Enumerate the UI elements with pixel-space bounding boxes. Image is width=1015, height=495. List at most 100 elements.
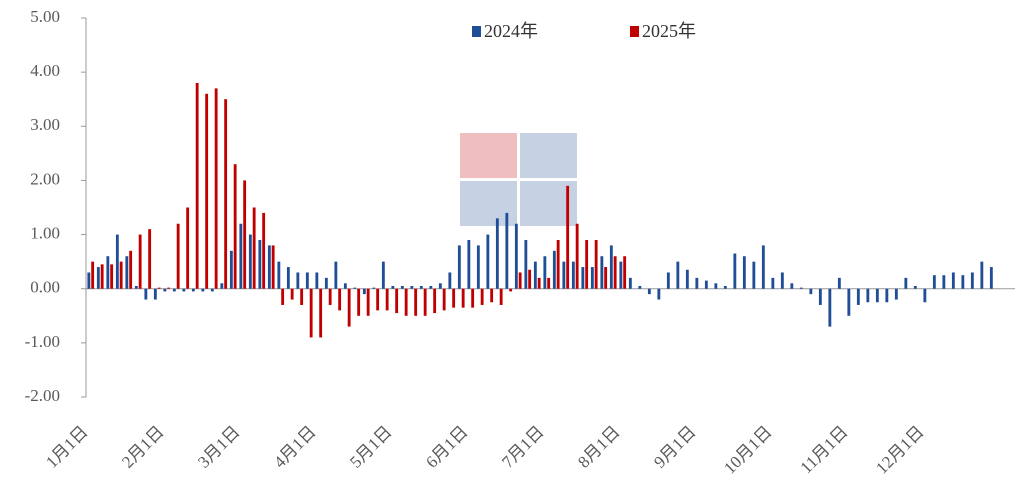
bar <box>214 88 218 289</box>
bar <box>300 288 304 305</box>
bar <box>290 288 294 300</box>
bar <box>647 288 651 295</box>
bar <box>271 245 275 289</box>
bar <box>923 288 927 303</box>
bar <box>239 223 243 289</box>
bar <box>499 288 503 305</box>
bar <box>153 288 157 300</box>
bar <box>438 283 442 289</box>
bar <box>110 264 114 289</box>
bar <box>537 277 541 289</box>
bar <box>277 261 281 289</box>
bar <box>742 256 746 289</box>
bar <box>628 277 632 289</box>
bar <box>837 277 841 289</box>
bar <box>353 287 357 289</box>
bar <box>585 239 589 289</box>
bar <box>395 288 399 314</box>
bar <box>372 287 376 289</box>
bar <box>480 288 484 305</box>
bar <box>366 288 370 316</box>
bar <box>357 288 361 316</box>
bar <box>562 261 566 289</box>
y-tick-label: 2.00 <box>30 169 60 188</box>
bar <box>243 180 247 289</box>
x-tick-label: 2月1日 <box>118 422 167 471</box>
bar <box>471 288 475 308</box>
bar <box>376 288 380 311</box>
bar <box>619 261 623 289</box>
bar <box>91 261 95 289</box>
bar <box>338 288 342 311</box>
watermark <box>460 133 577 226</box>
bar <box>157 287 161 289</box>
legend-swatch <box>630 26 639 37</box>
bar <box>286 267 290 289</box>
bar <box>828 288 832 327</box>
bar <box>623 256 627 289</box>
bar <box>495 218 499 289</box>
bar <box>752 261 756 289</box>
bar <box>566 185 570 289</box>
bar <box>106 256 110 289</box>
bar <box>594 239 598 289</box>
bar <box>252 207 256 289</box>
x-tick-label: 1月1日 <box>42 422 91 471</box>
bar <box>248 234 252 289</box>
bar <box>505 212 509 289</box>
bar <box>410 286 414 289</box>
bar <box>129 250 133 289</box>
bar <box>457 245 461 289</box>
bar <box>514 223 518 289</box>
y-tick-label: 3.00 <box>30 115 60 134</box>
bar <box>309 288 313 338</box>
bar <box>476 245 480 289</box>
bar <box>604 267 608 289</box>
bar <box>220 283 224 289</box>
bar <box>315 272 319 289</box>
bar <box>704 280 708 289</box>
bar <box>894 288 898 300</box>
bar <box>590 267 594 289</box>
bar <box>533 261 537 289</box>
bar <box>600 256 604 289</box>
bar <box>657 288 661 300</box>
bar <box>961 275 965 289</box>
bar <box>847 288 851 316</box>
bar <box>856 288 860 305</box>
bar <box>385 288 389 311</box>
bar <box>609 245 613 289</box>
bar <box>191 288 195 292</box>
bar <box>552 250 556 289</box>
bar <box>885 288 889 303</box>
bar <box>125 256 129 289</box>
bar <box>771 277 775 289</box>
bar <box>790 283 794 289</box>
bar <box>452 288 456 308</box>
bar <box>186 207 190 289</box>
bar <box>780 272 784 289</box>
bar <box>818 288 822 305</box>
bar <box>866 288 870 303</box>
x-tick-label: 11月1日 <box>797 422 852 477</box>
bar <box>176 223 180 289</box>
bar <box>528 269 532 289</box>
bar <box>319 288 323 338</box>
bar <box>442 288 446 311</box>
bar <box>343 283 347 289</box>
bar <box>461 288 465 308</box>
bar <box>138 234 142 289</box>
bar <box>575 223 579 289</box>
bar <box>547 277 551 289</box>
bar <box>448 272 452 289</box>
bar <box>144 288 148 300</box>
bar <box>913 286 917 289</box>
y-tick-label: -2.00 <box>25 386 60 405</box>
bar <box>904 277 908 289</box>
x-tick-label: 10月1日 <box>720 422 776 478</box>
bar <box>163 288 167 292</box>
bar <box>518 272 522 289</box>
bar <box>467 239 471 289</box>
bar <box>571 261 575 289</box>
